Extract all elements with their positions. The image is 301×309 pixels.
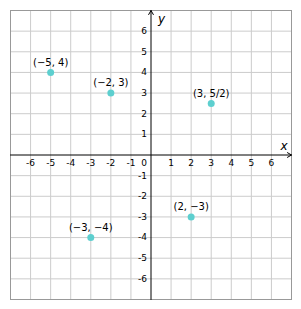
svg-text:(3, 5/2): (3, 5/2) [193,88,230,99]
svg-text:-6: -6 [138,274,147,284]
svg-text:5: 5 [141,47,147,57]
svg-text:-2: -2 [138,191,147,201]
svg-text:-5: -5 [46,158,55,168]
svg-text:-3: -3 [86,158,95,168]
svg-text:-2: -2 [106,158,115,168]
svg-text:(−3, −4): (−3, −4) [69,222,113,233]
svg-text:1: 1 [141,129,147,139]
svg-text:-1: -1 [138,171,147,181]
svg-text:-3: -3 [138,212,147,222]
svg-text:5: 5 [248,158,254,168]
svg-text:6: 6 [141,26,147,36]
svg-text:x: x [279,139,288,153]
svg-text:(2, −3): (2, −3) [174,201,209,212]
svg-text:6: 6 [269,158,275,168]
svg-text:3: 3 [141,88,147,98]
svg-text:-1: -1 [126,158,135,168]
svg-text:(−5, 4): (−5, 4) [33,57,68,68]
svg-text:4: 4 [228,158,234,168]
svg-text:-6: -6 [26,158,35,168]
svg-text:-4: -4 [66,158,75,168]
svg-text:2: 2 [188,158,194,168]
svg-text:-4: -4 [138,232,147,242]
svg-text:(−2, 3): (−2, 3) [93,77,128,88]
svg-text:-5: -5 [138,253,147,263]
svg-text:0: 0 [141,158,147,168]
svg-text:y: y [157,12,166,26]
svg-text:2: 2 [141,109,147,119]
svg-text:4: 4 [141,67,147,77]
svg-text:1: 1 [168,158,174,168]
svg-text:3: 3 [208,158,214,168]
